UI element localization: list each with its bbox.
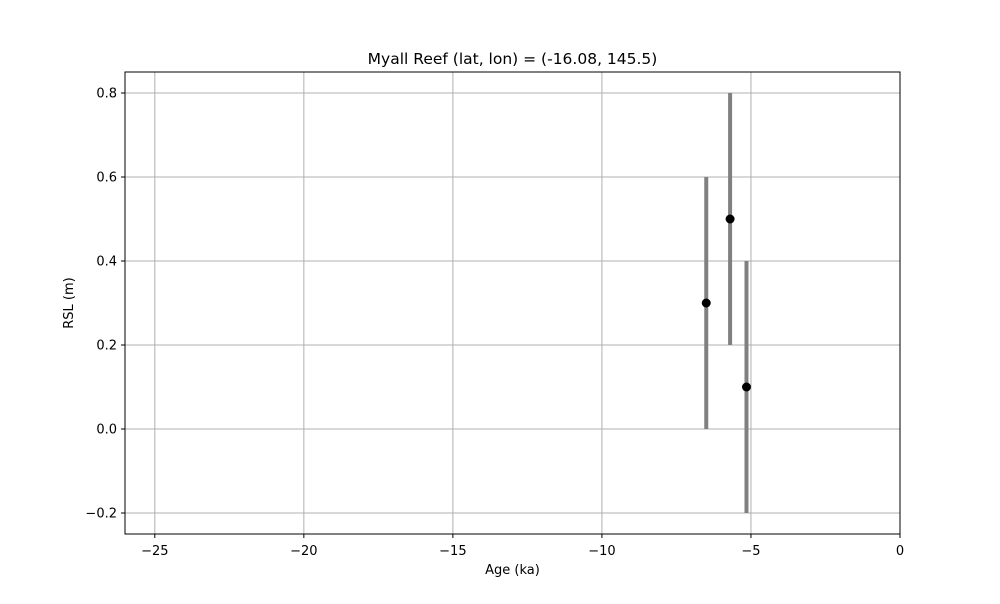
y-tick-label: −0.2 <box>85 507 117 522</box>
data-point <box>701 298 711 308</box>
data-point <box>725 214 735 224</box>
plot-frame <box>124 71 901 535</box>
point-layer <box>701 214 751 392</box>
y-tick-label: 0.0 <box>96 423 117 438</box>
x-axis-label: Age (ka) <box>485 563 540 578</box>
chart-title: Myall Reef (lat, lon) = (-16.08, 145.5) <box>368 50 658 68</box>
y-tick-label: 0.6 <box>96 171 117 186</box>
x-tick-label: −10 <box>588 544 615 559</box>
x-tick-label: −25 <box>141 544 168 559</box>
x-tick-label: 0 <box>896 544 904 559</box>
y-tick-label: 0.8 <box>96 87 117 102</box>
tick-layer: −25 −20 −15 −10 −5 0 −0.2 0.0 0.2 0.4 0.6 0.8 <box>85 87 904 560</box>
y-tick-label: 0.2 <box>96 339 117 354</box>
x-tick-label: −20 <box>290 544 317 559</box>
errorbar-layer <box>704 93 749 513</box>
y-tick-label: 0.4 <box>96 255 117 270</box>
data-point <box>741 382 751 392</box>
grid-layer <box>125 72 901 534</box>
x-tick-label: −5 <box>741 544 760 559</box>
y-axis-label: RSL (m) <box>62 277 77 328</box>
x-tick-label: −15 <box>439 544 466 559</box>
